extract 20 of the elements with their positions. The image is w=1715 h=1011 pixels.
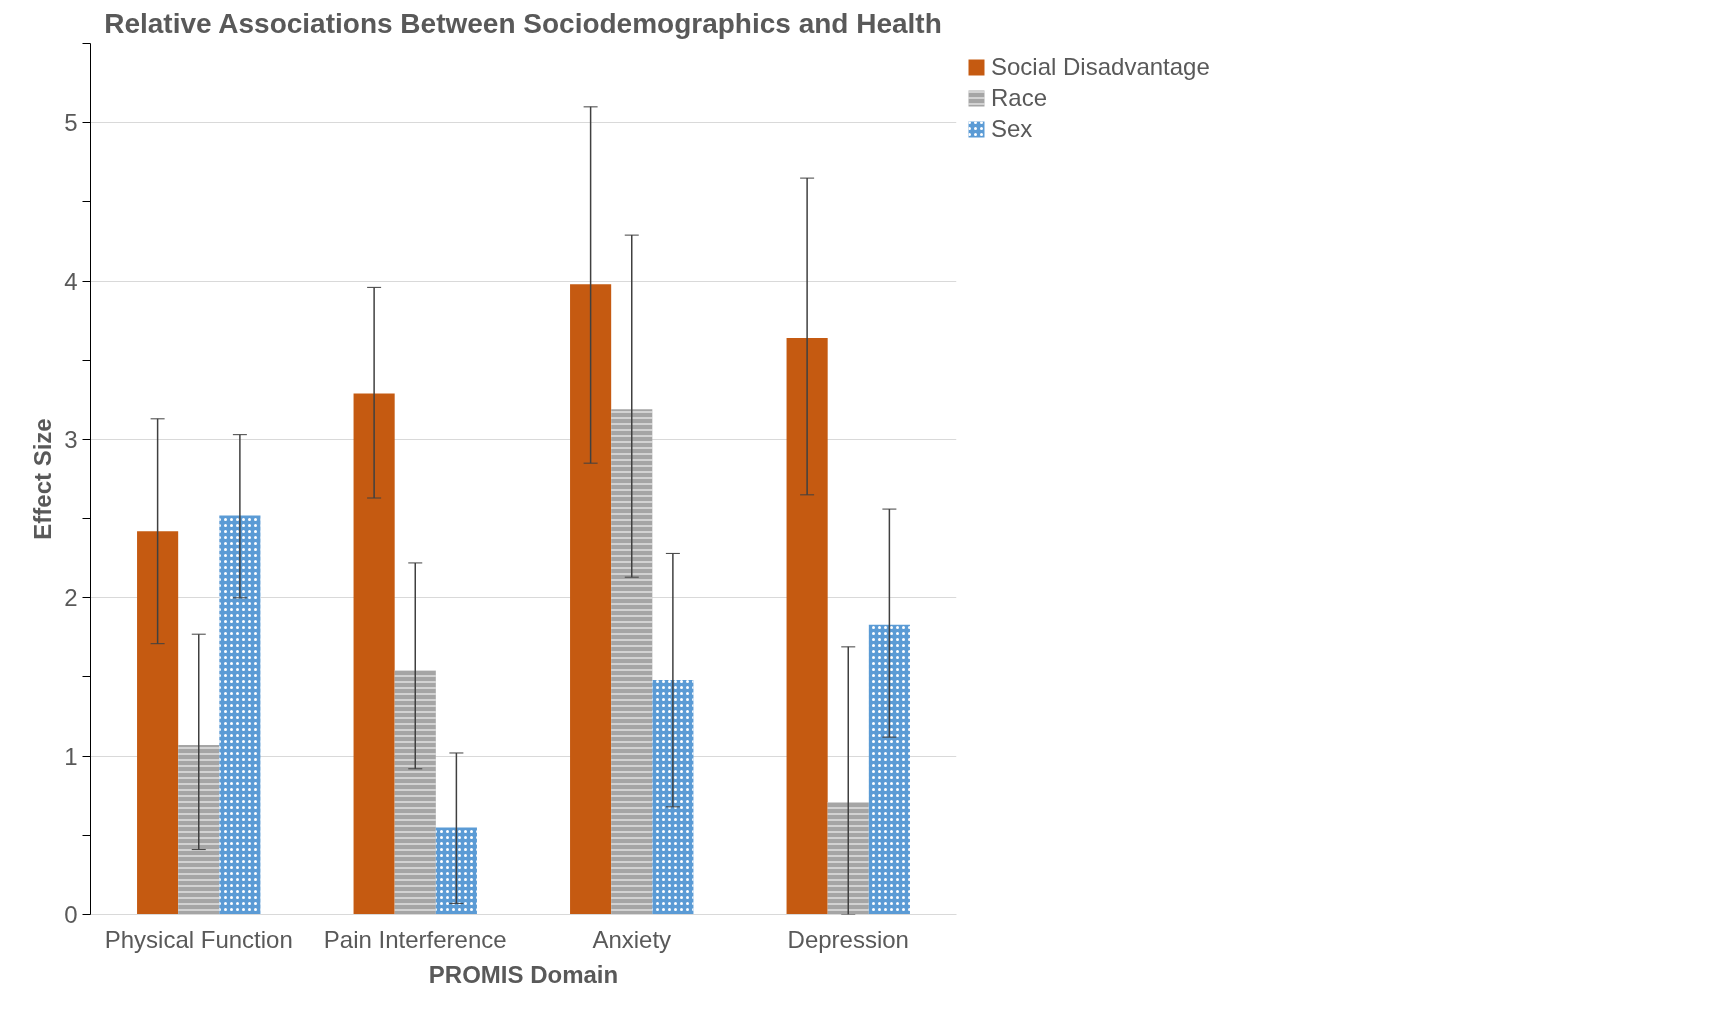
y-tick-label: 1	[64, 742, 78, 770]
y-tick-label: 4	[64, 267, 78, 295]
legend-label: Social Disadvantage	[991, 53, 1210, 81]
chart-title: Relative Associations Between Sociodemographics and Health	[104, 7, 942, 39]
y-tick-label: 2	[64, 584, 78, 612]
x-tick-label: Pain Interference	[323, 925, 507, 953]
y-tick-label: 0	[64, 901, 78, 928]
x-tick-label: Depression	[787, 925, 909, 953]
y-tick-label: 5	[64, 109, 78, 137]
y-tick-label: 3	[64, 425, 78, 453]
x-tick-label: Physical Function	[104, 925, 293, 953]
bar	[137, 531, 179, 915]
legend-label: Race	[991, 84, 1048, 112]
bar	[786, 338, 828, 915]
legend-label: Sex	[991, 115, 1033, 143]
y-axis-title: Effect Size	[29, 418, 57, 540]
x-tick-label: Anxiety	[592, 925, 672, 953]
bar	[353, 393, 395, 915]
bar	[570, 284, 612, 915]
x-axis-title: PROMIS Domain	[428, 960, 619, 988]
